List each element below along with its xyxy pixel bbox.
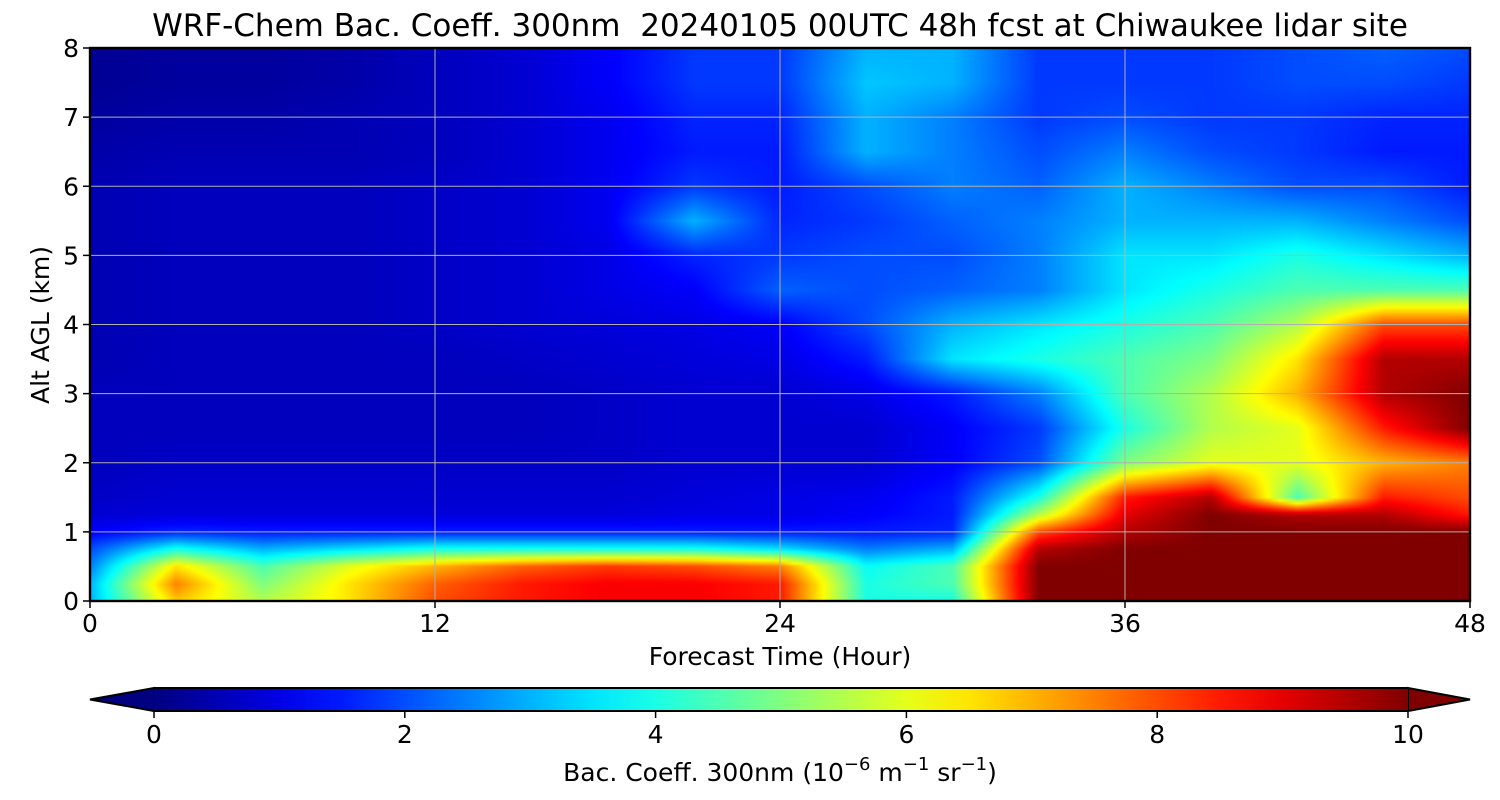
colorbar-label: Bac. Coeff. 300nm (10−6 m−1 sr−1)	[563, 754, 997, 787]
colorbar-tick-label: 10	[1392, 720, 1424, 749]
colorbar-extend-high	[1407, 686, 1471, 713]
colorbar-tick-label: 0	[146, 720, 162, 749]
x-axis-ticks: 0 12 24 36 48	[82, 601, 1486, 638]
y-tick-label: 5	[63, 241, 79, 270]
x-tick-label: 36	[1109, 609, 1141, 638]
colorbar: 0 2 4 6 8 10 Bac. Coeff. 300nm (10−6 m−1 sr−1…	[89, 686, 1471, 787]
x-tick-label: 48	[1454, 609, 1486, 638]
y-axis-ticks: 0 1 2 3 4 5 6 7 8	[63, 34, 90, 616]
colorbar-tick-label: 8	[1149, 720, 1165, 749]
y-tick-label: 4	[63, 311, 79, 340]
colorbar-bar	[154, 688, 1408, 711]
y-tick-label: 0	[63, 587, 79, 616]
x-axis-label: Forecast Time (Hour)	[649, 642, 912, 671]
y-tick-label: 8	[63, 34, 79, 63]
colorbar-tick-label: 4	[648, 720, 664, 749]
y-tick-label: 1	[63, 518, 79, 547]
colorbar-tick-label: 6	[898, 720, 914, 749]
y-tick-label: 2	[63, 449, 79, 478]
colorbar-tick-label: 2	[397, 720, 413, 749]
y-tick-label: 7	[63, 103, 79, 132]
x-tick-label: 24	[764, 609, 796, 638]
y-tick-label: 3	[63, 380, 79, 409]
x-tick-label: 12	[419, 609, 451, 638]
x-tick-label: 0	[82, 609, 98, 638]
colorbar-extend-low	[89, 686, 155, 713]
colorbar-ticks: 0 2 4 6 8 10	[146, 711, 1424, 749]
chart-title: WRF-Chem Bac. Coeff. 300nm 20240105 00UT…	[152, 8, 1408, 44]
y-tick-label: 6	[63, 172, 79, 201]
y-axis-label: Alt AGL (km)	[26, 246, 55, 404]
